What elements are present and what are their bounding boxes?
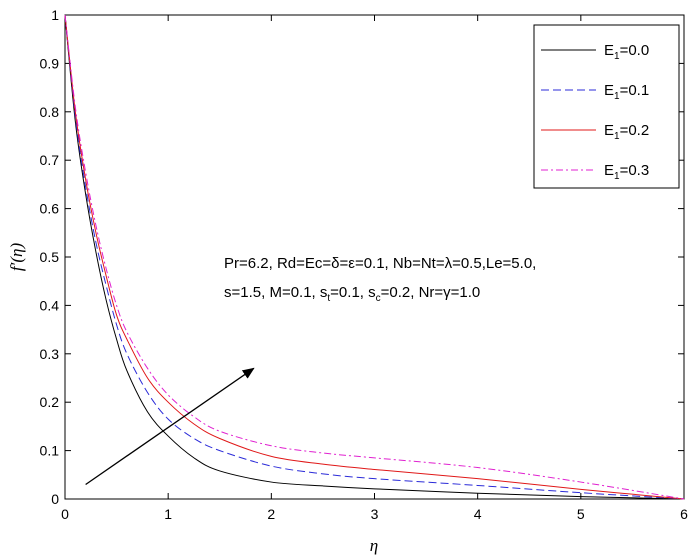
x-tick-label: 6 (680, 506, 688, 522)
x-tick-label: 1 (164, 506, 172, 522)
y-tick-label: 1 (51, 7, 59, 23)
series-line (64, 14, 685, 500)
annotation-sub-c: c (376, 293, 381, 304)
series-line (64, 14, 685, 500)
legend-label: E1=0.3 (604, 162, 649, 182)
legend-label-sub: 1 (614, 171, 620, 182)
legend-label-value: =0.0 (620, 42, 650, 59)
y-tick-label: 0.6 (40, 201, 60, 217)
legend-label-sub: 1 (614, 131, 620, 142)
annotation-line-2: s=1.5, M=0.1, st=0.1, sc=0.2, Nr=γ=1.0 (224, 284, 480, 304)
annotation-part-2: =0.1, s (330, 284, 375, 301)
annotation: Pr=6.2, Rd=Ec=δ=ε=0.1, Nb=Nt=λ=0.5,Le=5.… (224, 255, 536, 304)
legend-label-sub: 1 (614, 91, 620, 102)
x-tick-label: 3 (371, 506, 379, 522)
y-tick-label: 0.2 (40, 394, 60, 410)
series-layer (64, 14, 685, 500)
x-axis-label: η (370, 536, 378, 555)
x-tick-label: 4 (474, 506, 482, 522)
y-tick-label: 0.7 (40, 152, 60, 168)
annotation-part-3: =0.2, Nr=γ=1.0 (381, 284, 481, 301)
legend-label-base: E (604, 42, 614, 59)
x-tick-label: 2 (267, 506, 275, 522)
y-tick-label: 0.9 (40, 55, 60, 71)
y-axis-label: f′(η) (7, 243, 26, 272)
legend-label: E1=0.2 (604, 122, 649, 142)
x-axis-ticks: 0 1 2 3 4 5 6 (61, 15, 688, 522)
legend-label-value: =0.3 (620, 162, 650, 179)
legend-label-base: E (604, 162, 614, 179)
legend-entries: E1=0.0E1=0.1E1=0.2E1=0.3 (541, 42, 649, 182)
y-tick-label: 0.1 (40, 443, 60, 459)
legend-label-base: E (604, 122, 614, 139)
annotation-line-1: Pr=6.2, Rd=Ec=δ=ε=0.1, Nb=Nt=λ=0.5,Le=5.… (224, 255, 536, 272)
annotation-sub-t: t (327, 293, 330, 304)
series-line (64, 14, 685, 500)
y-tick-label: 0.4 (40, 297, 60, 313)
series-line (64, 14, 685, 500)
legend-label-value: =0.2 (620, 122, 650, 139)
annotation-part-1: s=1.5, M=0.1, s (224, 284, 327, 301)
y-axis-ticks: 0 0.1 0.2 0.3 0.4 0.5 0.6 0.7 0.8 0.9 1 (40, 7, 684, 507)
y-tick-label: 0.3 (40, 346, 60, 362)
legend-label-sub: 1 (614, 51, 620, 62)
legend-label: E1=0.0 (604, 42, 649, 62)
y-tick-label: 0 (51, 491, 59, 507)
x-tick-label: 5 (577, 506, 585, 522)
legend-label-value: =0.1 (620, 82, 650, 99)
y-tick-label: 0.5 (40, 249, 60, 265)
y-tick-label: 0.8 (40, 104, 60, 120)
legend-label-base: E (604, 82, 614, 99)
legend-box (533, 24, 680, 189)
x-tick-label: 0 (61, 506, 69, 522)
legend: E1=0.0E1=0.1E1=0.2E1=0.3 (533, 24, 680, 189)
trend-arrow (85, 367, 255, 486)
legend-label: E1=0.1 (604, 82, 649, 102)
